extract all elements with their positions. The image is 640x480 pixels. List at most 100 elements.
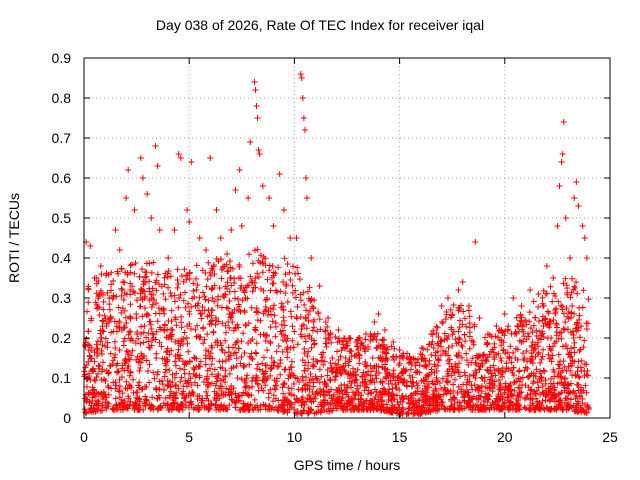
data-point: [555, 365, 562, 372]
data-point: [178, 272, 185, 279]
data-point: [554, 380, 561, 387]
data-point: [156, 281, 163, 288]
data-point: [99, 323, 106, 330]
data-point: [167, 333, 174, 340]
data-point: [106, 306, 113, 313]
data-point: [545, 385, 552, 392]
data-point: [228, 396, 235, 403]
data-point: [181, 329, 188, 336]
data-point: [235, 274, 242, 281]
data-point: [163, 349, 170, 356]
data-point: [108, 329, 115, 336]
data-point: [474, 355, 481, 362]
data-point: [476, 315, 483, 321]
data-point: [120, 342, 127, 349]
data-point: [398, 370, 405, 377]
data-point: [288, 370, 295, 377]
data-point: [197, 358, 204, 365]
data-point: [245, 401, 252, 408]
data-point: [245, 320, 252, 327]
data-point: [431, 361, 438, 368]
data-point: [363, 397, 370, 404]
data-point: [310, 362, 317, 369]
y-tick-label: 0.1: [52, 370, 72, 386]
data-point: [438, 399, 445, 406]
data-point: [559, 151, 566, 157]
data-point: [560, 119, 567, 125]
data-point: [426, 396, 433, 403]
data-point: [253, 308, 260, 315]
data-point: [415, 397, 422, 404]
data-point: [204, 392, 211, 399]
data-point: [284, 344, 291, 351]
data-point: [122, 314, 129, 321]
data-point: [567, 329, 574, 336]
x-tick-label: 25: [602, 429, 618, 445]
data-point: [573, 325, 580, 332]
data-point: [254, 317, 261, 324]
data-point: [478, 360, 485, 367]
data-point: [535, 318, 542, 325]
data-point: [160, 400, 167, 407]
data-point: [497, 391, 504, 397]
data-point: [539, 383, 546, 389]
data-point: [553, 321, 560, 328]
data-point: [572, 406, 579, 413]
data-point: [189, 295, 196, 302]
data-point: [456, 317, 463, 324]
data-point: [292, 409, 299, 416]
data-point: [136, 395, 143, 402]
data-point: [356, 406, 363, 413]
data-point: [432, 381, 439, 388]
data-point: [484, 340, 491, 347]
data-point: [190, 364, 197, 371]
data-point: [451, 376, 458, 383]
data-point: [342, 368, 349, 375]
data-point: [118, 327, 125, 333]
data-point: [263, 306, 270, 313]
data-point: [207, 350, 214, 357]
data-point: [397, 410, 404, 417]
data-point: [502, 380, 509, 387]
data-point: [405, 360, 412, 367]
data-point: [196, 392, 203, 399]
data-point: [363, 362, 370, 369]
data-point: [535, 343, 542, 350]
data-point: [229, 265, 236, 272]
data-point: [153, 328, 160, 335]
data-point: [408, 392, 415, 399]
data-point: [576, 393, 583, 400]
data-point: [555, 298, 562, 305]
data-point: [143, 334, 150, 341]
data-point: [310, 305, 317, 312]
data-point: [273, 348, 280, 355]
data-point: [342, 388, 349, 395]
data-point: [280, 317, 287, 324]
data-point: [577, 404, 584, 411]
data-point: [235, 397, 242, 404]
data-point: [320, 349, 327, 356]
data-point: [530, 322, 537, 329]
data-point: [378, 397, 385, 404]
data-point: [436, 380, 443, 387]
data-point: [171, 292, 178, 299]
data-point: [168, 307, 175, 314]
data-point: [282, 366, 289, 373]
data-point: [579, 400, 586, 407]
data-point: [208, 361, 215, 368]
data-point: [451, 396, 458, 403]
data-point: [428, 331, 435, 337]
data-point: [168, 347, 175, 354]
data-point: [324, 366, 331, 373]
data-point: [168, 326, 175, 333]
data-point: [112, 344, 119, 351]
data-point: [421, 355, 428, 362]
data-point: [417, 391, 424, 398]
data-point: [281, 255, 288, 262]
data-point: [124, 367, 131, 374]
data-point: [237, 308, 244, 315]
data-point: [179, 340, 186, 347]
data-point: [546, 343, 553, 350]
data-point: [344, 406, 351, 413]
data-point: [529, 400, 536, 407]
